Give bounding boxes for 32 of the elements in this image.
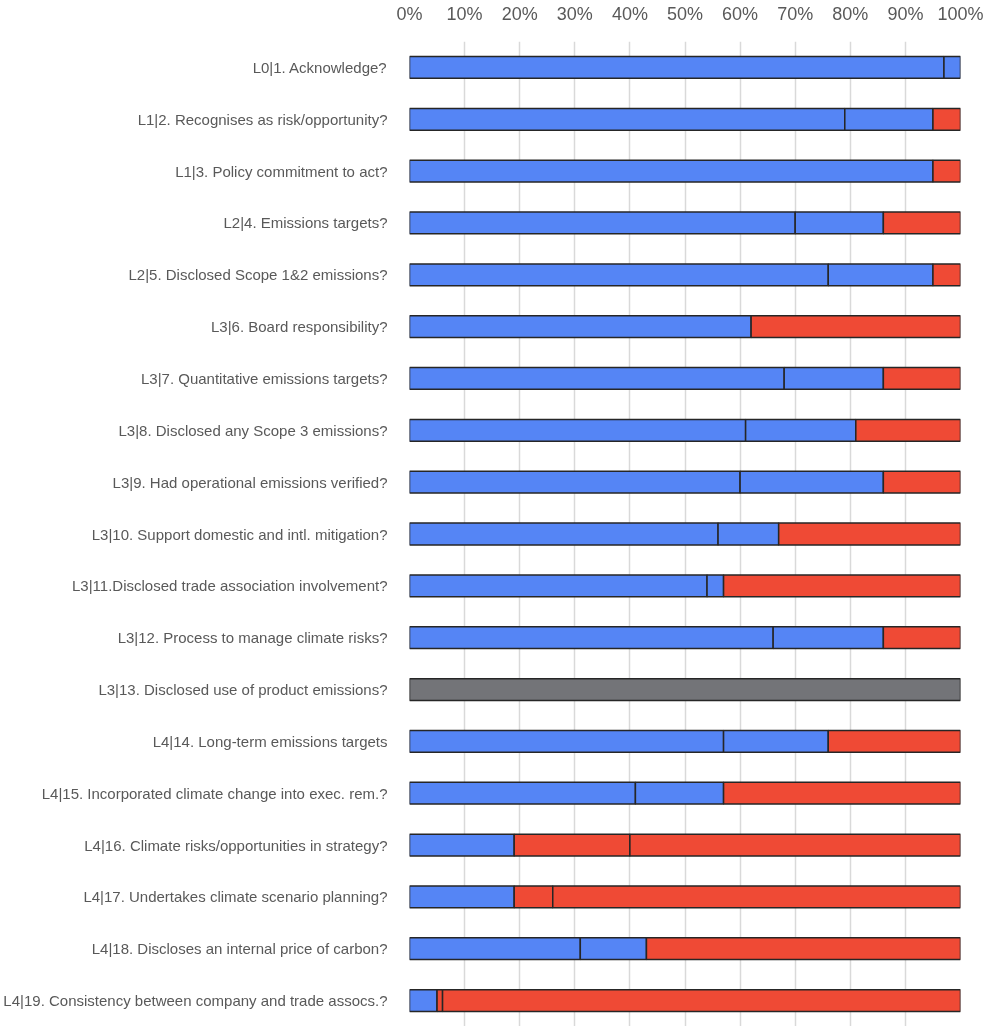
x-tick-label: 50%: [666, 3, 704, 24]
y-tick-label: L4|17. Undertakes climate scenario planning?: [83, 888, 388, 906]
y-tick-label: L3|10. Support domestic and intl. mitigation?: [91, 525, 388, 543]
y-tick-label: L4|16. Climate risks/opportunities in strategy?: [84, 836, 388, 854]
y-tick-label: L3|12. Process to manage climate risks?: [117, 629, 388, 647]
y-tick-label: L2|4. Emissions targets?: [223, 214, 388, 232]
x-tick-label: 30%: [556, 3, 593, 24]
y-tick-label: L4|18. Discloses an internal price of carbon?: [91, 940, 388, 958]
y-tick-label: L1|2. Recognises as risk/opportunity?: [137, 110, 388, 128]
x-tick-label: 100%: [937, 3, 984, 24]
y-tick-label: L3|8. Disclosed any Scope 3 emissions?: [118, 421, 388, 439]
x-tick-label: 0%: [396, 3, 423, 24]
bar: [409, 677, 961, 702]
y-tick-label: L3|7. Quantitative emissions targets?: [140, 369, 388, 387]
y-tick-label: L4|19. Consistency between company and trade assocs.?: [3, 992, 388, 1010]
bar: [409, 988, 438, 1013]
y-tick-label: L1|3. Policy commitment to act?: [175, 162, 388, 180]
y-tick-label: L3|11.Disclosed trade association involvement?: [72, 577, 388, 595]
y-tick-label: L2|5. Disclosed Scope 1&2 emissions?: [128, 266, 388, 284]
x-tick-label: 10%: [446, 3, 483, 24]
y-tick-label: L4|14. Long-term emissions targets: [152, 732, 388, 750]
x-tick-label: 90%: [887, 3, 924, 24]
y-tick-label: L0|1. Acknowledge?: [252, 58, 387, 76]
x-tick-label: 80%: [832, 3, 869, 24]
x-tick-label: 60%: [722, 3, 759, 24]
x-tick-label: 40%: [611, 3, 648, 24]
y-tick-label: L4|15. Incorporated climate change into exec. rem.?: [41, 784, 388, 802]
y-tick-label: L3|6. Board responsibility?: [211, 318, 388, 336]
y-tick-label: L3|13. Disclosed use of product emissions?: [98, 681, 388, 699]
x-tick-label: 70%: [777, 3, 814, 24]
y-tick-label: L3|9. Had operational emissions verified?: [112, 473, 388, 491]
x-tick-label: 20%: [501, 3, 538, 24]
